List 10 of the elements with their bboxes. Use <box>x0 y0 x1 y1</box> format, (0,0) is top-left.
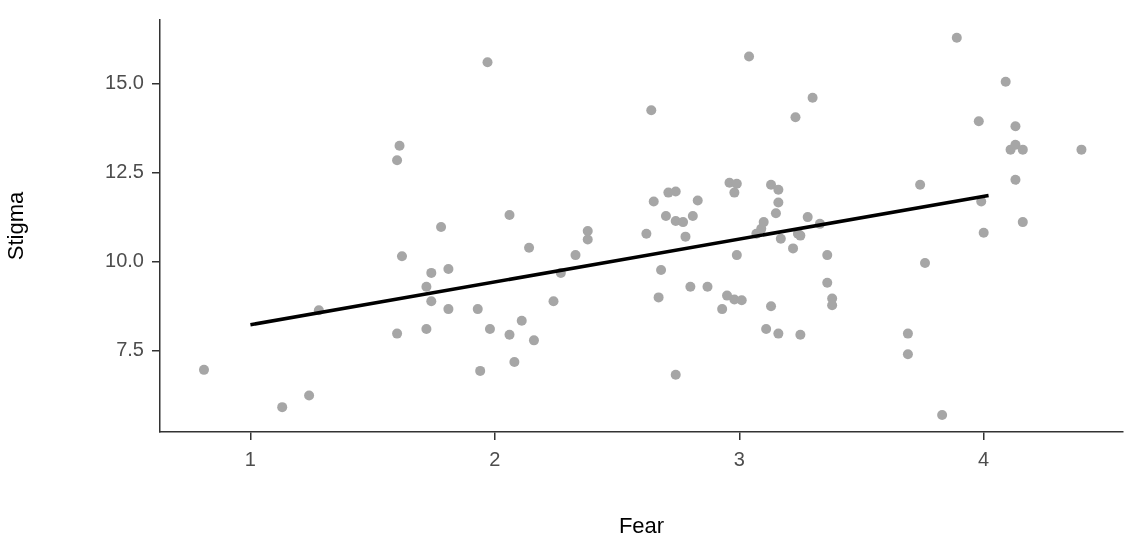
y-tick-label: 7.5 <box>116 337 144 360</box>
x-axis-title: Fear <box>618 512 665 538</box>
y-tick-label: 15.0 <box>105 71 144 94</box>
x-tick-label: 4 <box>978 447 990 470</box>
y-axis-title: Stigma <box>3 191 29 261</box>
y-tick-label: 10.0 <box>105 249 144 272</box>
x-tick-label: 3 <box>733 447 745 470</box>
y-tick-label: 12.5 <box>105 160 144 183</box>
x-tick-label: 1 <box>244 447 256 470</box>
x-tick-label: 2 <box>489 447 501 470</box>
